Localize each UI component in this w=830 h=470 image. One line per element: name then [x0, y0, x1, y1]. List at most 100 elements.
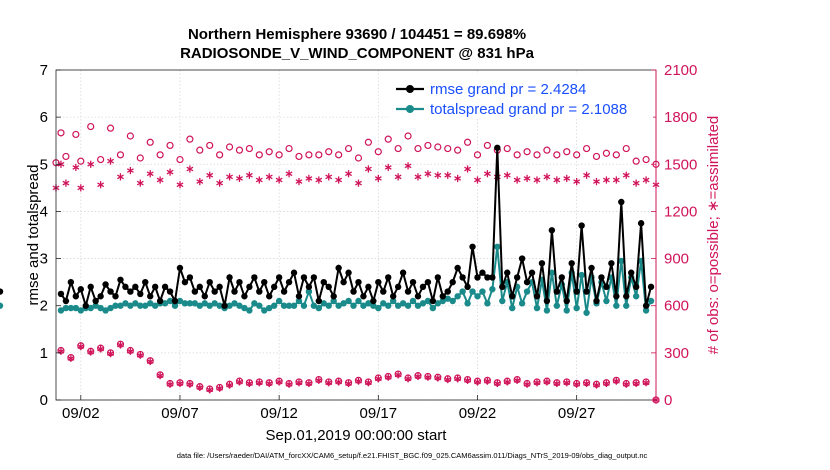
rmse-point	[166, 288, 174, 295]
obs-assimilated-point	[236, 174, 243, 183]
obs-low-assimilated-point	[77, 342, 85, 351]
rmse-point	[67, 278, 75, 286]
y-tick-label: 2	[40, 298, 48, 315]
obs-possible-point	[384, 135, 392, 143]
obs-assimilated-point	[196, 177, 204, 186]
rmse-point	[469, 243, 476, 250]
obs-possible-point	[622, 144, 630, 153]
asterisk-stroke	[87, 349, 95, 355]
totalspread-point	[290, 302, 298, 309]
rmse-point	[499, 283, 506, 291]
rmse-point	[528, 269, 536, 276]
totalspread-point	[325, 302, 332, 309]
totalspread-point	[295, 297, 303, 305]
totalspread-point	[77, 307, 84, 314]
chart-title-line1: Northern Hemisphere 93690 / 104451 = 89.…	[188, 26, 526, 43]
obs-possible-point	[533, 151, 541, 159]
obs-low-assimilated-point	[325, 379, 333, 387]
asterisk-stroke	[563, 176, 571, 181]
asterisk-stroke	[62, 180, 70, 186]
legend-rmse-marker	[406, 85, 414, 93]
obs-assimilated-point	[394, 173, 402, 181]
obs-assimilated-point	[523, 174, 531, 183]
obs-assimilated-point	[315, 176, 323, 184]
asterisk-stroke	[305, 381, 313, 386]
totalspread-point	[166, 297, 174, 305]
y-axis-right: 0 300 600 900 1200 1500 1800 2100	[651, 62, 697, 409]
obs-assimilated-point	[166, 168, 174, 176]
obs-possible-point	[116, 151, 125, 159]
totalspread-point	[57, 307, 65, 314]
asterisk-stroke	[236, 379, 243, 385]
obs-low-assimilated-point	[523, 380, 531, 388]
obs-possible-point	[77, 157, 85, 165]
asterisk-stroke	[226, 174, 233, 180]
rmse-point	[295, 293, 303, 300]
rmse-point	[340, 278, 347, 286]
obs-low-assimilated-point	[474, 378, 481, 386]
rmse-point	[251, 274, 258, 281]
obs-low-assimilated-point	[553, 379, 561, 388]
obs-possible-point	[245, 144, 253, 153]
asterisk-stroke	[474, 177, 481, 183]
totalspread-point	[389, 297, 397, 305]
rmse-point	[57, 290, 65, 298]
totalspread-point	[320, 300, 327, 307]
asterisk-stroke	[543, 174, 551, 180]
y2-axis-label: # of obs: o=possible; ∗=assimilated	[705, 116, 722, 355]
obs-possible-point	[523, 148, 531, 156]
totalspread-point	[72, 304, 80, 312]
rmse-point	[474, 274, 481, 281]
obs-low-assimilated-point	[434, 374, 442, 382]
rmse-point	[201, 293, 208, 300]
totalspread-point	[142, 302, 149, 309]
totalspread-point	[241, 304, 248, 312]
obs-assimilated-point	[622, 171, 630, 179]
obs-low-assimilated-point	[513, 376, 521, 384]
obs-assimilated-point	[374, 174, 382, 183]
obs-low-assimilated-point	[602, 379, 610, 388]
asterisk-stroke	[593, 382, 600, 388]
asterisk-stroke	[97, 346, 105, 352]
rmse-point	[72, 293, 80, 300]
x-tick-label: 09/12	[260, 405, 298, 422]
totalspread-point	[365, 300, 372, 307]
asterisk-stroke	[355, 378, 362, 384]
obs-assimilated-point	[216, 179, 224, 187]
rmse-point	[454, 264, 461, 272]
totalspread-point	[583, 309, 590, 316]
totalspread-point	[647, 297, 655, 305]
y2-tick-label: 600	[664, 298, 689, 315]
asterisk-stroke	[186, 381, 194, 387]
totalspread-point	[444, 295, 451, 302]
obs-assimilated-point	[454, 174, 462, 183]
totalspread-point	[573, 304, 580, 312]
rmse-point	[424, 278, 432, 286]
totalspread-point	[305, 288, 313, 295]
rmse-point	[147, 293, 154, 300]
asterisk-stroke	[107, 351, 114, 357]
obs-low-assimilated-point	[206, 386, 214, 394]
obs-possible-point	[543, 146, 551, 154]
asterisk-stroke	[345, 381, 353, 386]
asterisk-stroke	[275, 177, 283, 183]
totalspread-point	[161, 300, 169, 307]
totalspread-point	[335, 302, 342, 309]
asterisk-stroke	[166, 169, 174, 175]
rmse-point	[241, 293, 248, 300]
obs-possible-point	[582, 144, 591, 153]
asterisk-stroke	[255, 177, 263, 183]
rmse-point	[112, 293, 119, 300]
rmse-point	[211, 288, 218, 295]
rmse-point	[548, 227, 556, 234]
rmse-point	[563, 297, 570, 305]
totalspread-point	[613, 302, 620, 309]
obs-count-layer	[52, 122, 660, 404]
obs-low-assimilated-point	[305, 379, 313, 388]
totalspread-point	[176, 297, 184, 305]
obs-low-assimilated-point	[573, 380, 581, 388]
obs-possible-point	[315, 151, 323, 159]
rmse-point	[459, 274, 466, 281]
rmse-point	[107, 288, 114, 295]
totalspread-point	[147, 300, 154, 307]
